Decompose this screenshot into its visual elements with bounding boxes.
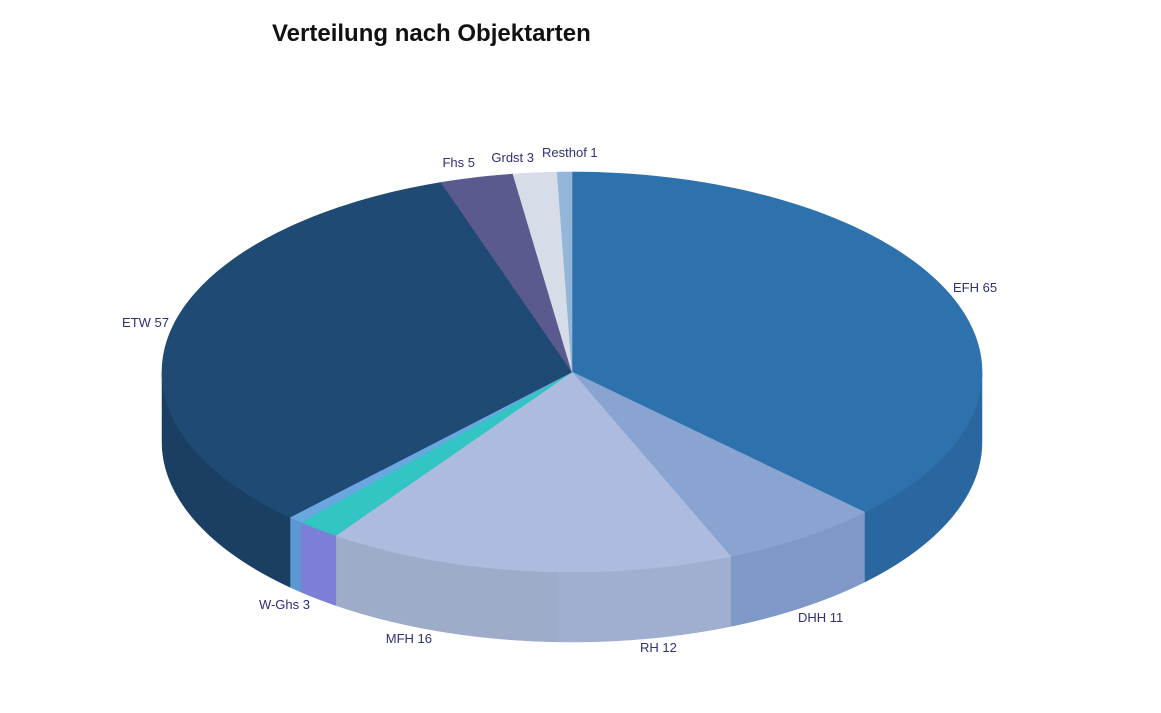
slice-label-etw: ETW 57 <box>122 315 169 330</box>
slice-label-grdst: Grdst 3 <box>491 150 534 165</box>
pie-slice-grdst-8[interactable] <box>512 171 573 373</box>
slice-label-resthof: Resthof 1 <box>542 145 598 160</box>
chart-title: Verteilung nach Objektarten <box>272 20 591 47</box>
slice-label-w-ghs: W-Ghs 3 <box>259 597 310 612</box>
slice-label-mfh: MFH 16 <box>386 631 432 646</box>
pie-slice-mfh-3[interactable] <box>335 371 573 573</box>
pie-side-gap-5 <box>289 516 302 593</box>
pie-labels: EFH 65 DHH 11 RH 12 MFH 16 W-Ghs 3 ETW 57 Fhs … <box>122 145 997 655</box>
pie-slice-efh-0[interactable] <box>571 171 983 513</box>
pie-slice-resthof-9[interactable] <box>556 171 573 373</box>
pie-slice-rh-2[interactable] <box>556 371 732 573</box>
slice-label-dhh: DHH 11 <box>798 610 843 625</box>
pie-side-walls <box>161 371 983 643</box>
pie-slices <box>161 171 983 573</box>
pie-slice-fhs-7[interactable] <box>440 173 573 373</box>
pie-slice-w-ghs-4[interactable] <box>300 371 573 536</box>
pie-side-w-ghs-4 <box>300 521 337 606</box>
pie-slice-etw-6[interactable] <box>161 182 573 518</box>
slice-label-rh: RH 12 <box>640 640 677 655</box>
slice-label-efh: EFH 65 <box>953 280 997 295</box>
pie-slice-dhh-1[interactable] <box>571 371 866 557</box>
slice-label-fhs: Fhs 5 <box>442 155 475 170</box>
